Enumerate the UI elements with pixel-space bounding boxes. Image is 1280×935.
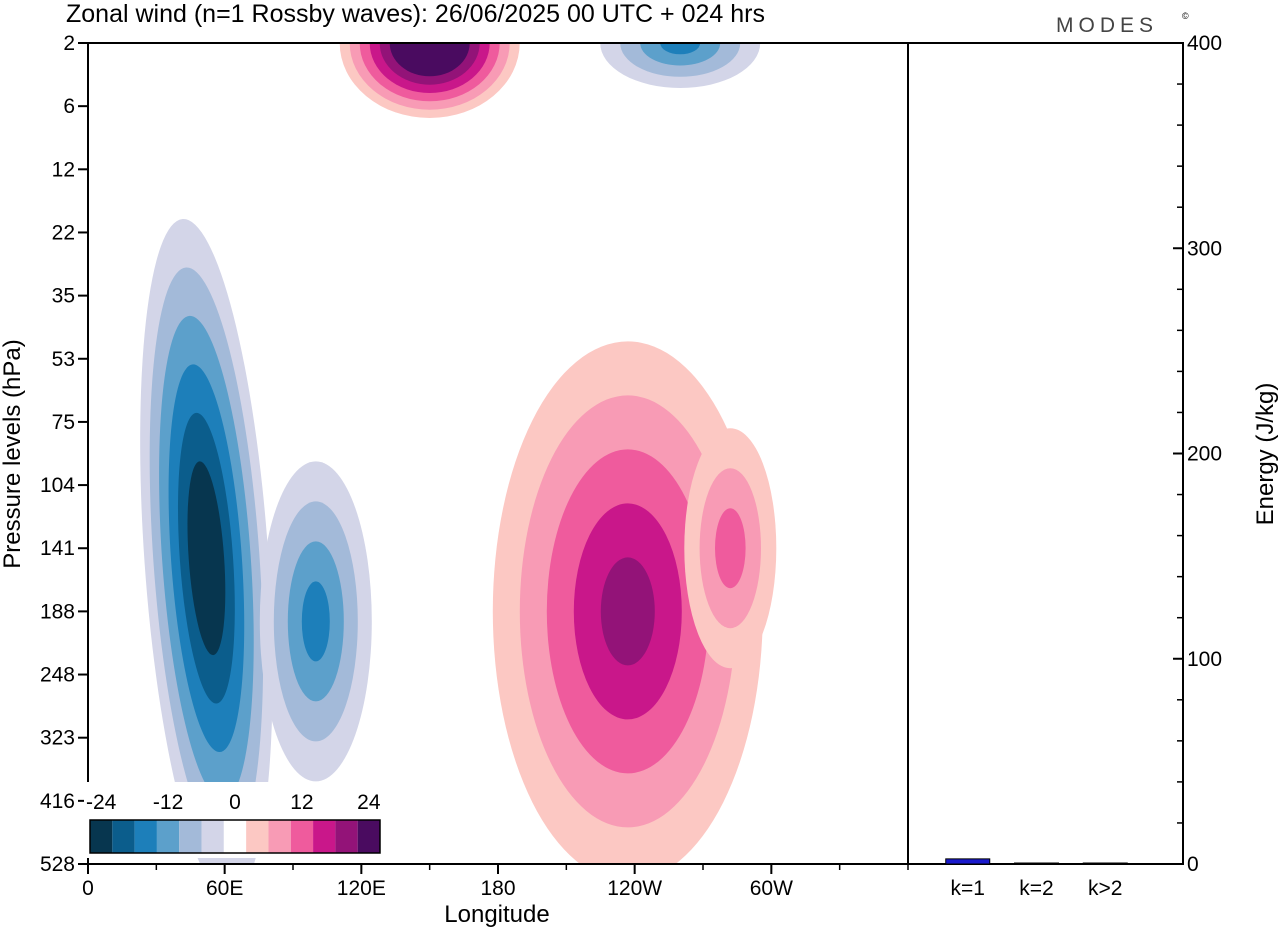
colorbar-tick-label: 24	[357, 791, 381, 814]
energy-tick-label: 300	[1187, 237, 1222, 260]
colorbar-swatch	[112, 820, 135, 853]
energy-bars: k=1 k=2 k>2	[945, 858, 1128, 900]
x-axis-label: Longitude	[444, 901, 549, 928]
y-tick-label: 528	[40, 853, 75, 876]
x-tick-label: 60E	[206, 877, 243, 900]
energy-tick-label: 400	[1187, 32, 1222, 55]
colorbar-swatch	[156, 820, 180, 853]
contour-level-2-5	[600, 557, 655, 666]
y-tick-label: 75	[52, 411, 75, 434]
contour-field	[140, 43, 777, 864]
contour-level-3-3	[715, 508, 746, 589]
y-tick-label: 53	[52, 348, 75, 371]
colorbar-swatch	[90, 820, 113, 853]
contour-level-4-6	[389, 43, 470, 77]
colorbar-swatch	[201, 820, 224, 853]
y-tick-label: 416	[40, 790, 75, 813]
colorbar-swatch	[179, 820, 202, 853]
colorbar-tick-label: 0	[229, 791, 241, 814]
y-tick-label: 22	[52, 221, 75, 244]
modes-logo-text: MODES	[1056, 14, 1158, 37]
colorbar-swatch	[313, 820, 336, 853]
energy-bar-3	[1082, 862, 1128, 865]
y-tick-label: 323	[40, 727, 75, 750]
colorbar-swatch	[290, 820, 314, 853]
contour-level-0-6	[187, 461, 226, 656]
x-tick-label: 0	[82, 877, 94, 900]
energy-axis-label: Energy (J/kg)	[1252, 383, 1279, 526]
contour-level-5-4	[660, 43, 701, 55]
energy-category-label: k=1	[951, 877, 985, 900]
x-tick-label: 60W	[750, 877, 793, 900]
contour-feature-4	[339, 43, 520, 118]
colorbar-swatch	[268, 820, 291, 853]
y-tick-label: 248	[40, 664, 75, 687]
contour-level-1-4	[301, 581, 330, 662]
colorbar-tick-label: 12	[290, 791, 313, 814]
y-axis-label: Pressure levels (hPa)	[0, 339, 26, 568]
colorbar-tick-label: -24	[86, 791, 117, 814]
colorbar-swatch	[357, 820, 380, 853]
contour-feature-5	[600, 43, 761, 88]
y-tick-label: 6	[63, 95, 75, 118]
y-tick-label: 141	[40, 537, 75, 560]
contour-feature-3	[684, 428, 777, 669]
energy-bar-1	[945, 858, 991, 865]
x-tick-label: 120W	[607, 877, 662, 900]
colorbar-swatch	[223, 820, 247, 853]
colorbar-tick-label: -12	[153, 791, 183, 814]
chart-title: Zonal wind (n=1 Rossby waves): 26/06/202…	[66, 0, 765, 28]
modes-logo: MODES ©	[1056, 11, 1189, 37]
colorbar-border	[89, 819, 381, 854]
energy-bar-2	[1014, 862, 1059, 865]
contour-feature-0	[140, 219, 273, 864]
y-tick-label: 188	[40, 600, 75, 623]
energy-category-label: k>2	[1088, 877, 1122, 900]
x-tick-label: 120E	[337, 877, 386, 900]
x-tick-label: 180	[480, 877, 515, 900]
y-axis: 2 6 12 22 35 53 75 104 141 188 248 323 416 528	[40, 32, 88, 876]
y-tick-label: 12	[52, 158, 75, 181]
energy-category-label: k=2	[1019, 877, 1053, 900]
contour-feature-1	[259, 461, 372, 782]
colorbar-swatch	[335, 820, 358, 853]
energy-tick-label: 0	[1187, 853, 1199, 876]
energy-axis: 0 100 200 300 400	[1173, 32, 1222, 876]
y-tick-label: 35	[52, 285, 75, 308]
energy-tick-label: 100	[1187, 648, 1222, 671]
colorbar: -24 -12 0 12 24	[84, 782, 386, 858]
y-tick-label: 2	[63, 32, 75, 55]
y-tick-label: 104	[40, 474, 75, 497]
modes-logo-mark: ©	[1182, 11, 1189, 21]
energy-plot-frame	[907, 42, 1184, 865]
colorbar-swatch	[246, 820, 269, 853]
colorbar-swatch	[134, 820, 157, 853]
x-axis: 0 60E 120E 180 120W 60W	[82, 864, 909, 900]
energy-tick-label: 200	[1187, 443, 1222, 466]
contour-feature-2	[492, 341, 763, 864]
